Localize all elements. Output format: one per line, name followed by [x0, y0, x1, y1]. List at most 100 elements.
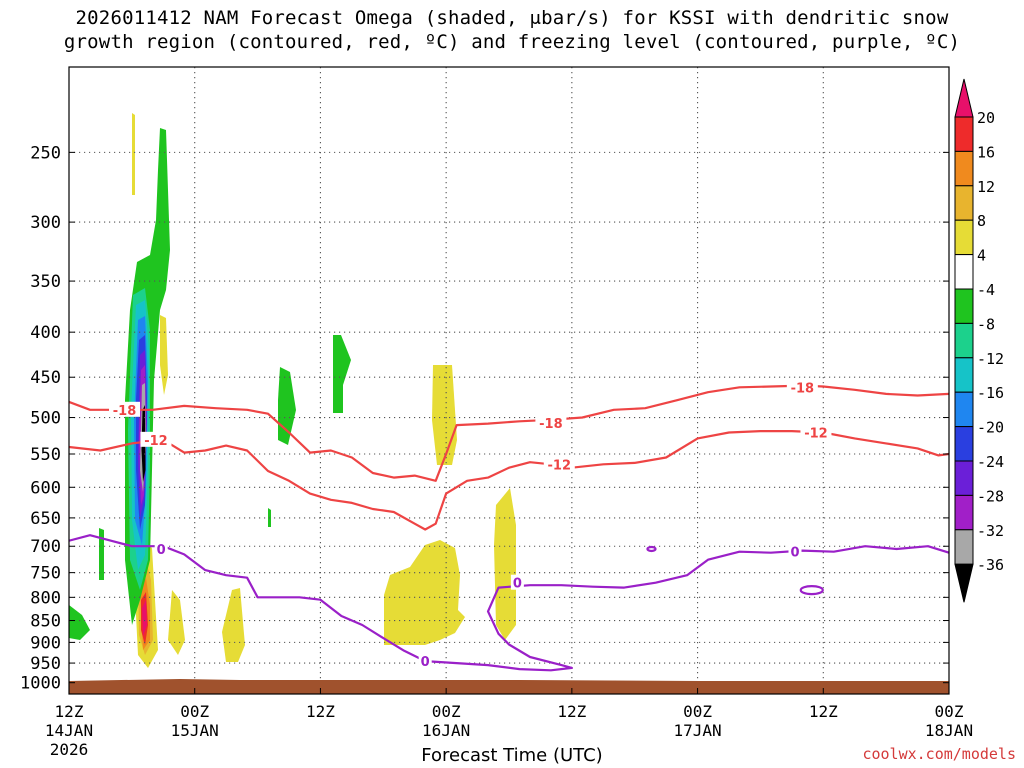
colorbar-swatch [954, 185, 974, 221]
title-line-1: 2026011412 NAM Forecast Omega (shaded, μ… [75, 7, 949, 29]
x-tick-label: 12Z [557, 702, 586, 721]
omega-positive-region [222, 588, 245, 662]
contour-line-minus18 [69, 384, 949, 482]
x-tick-label: 00Z [180, 702, 209, 721]
contour-label: -18 [539, 417, 563, 432]
colorbar-swatch [954, 288, 974, 324]
omega-positive-region [142, 600, 147, 636]
y-tick-label: 450 [30, 368, 61, 388]
colorbar-bottom-arrow [954, 563, 974, 603]
x-tick-label: 15JAN [171, 721, 219, 740]
y-tick-label: 900 [30, 633, 61, 653]
omega-positive-region [160, 315, 168, 395]
colorbar-swatch [954, 116, 974, 152]
contour-label-bg [788, 543, 802, 559]
colorbar-label: -12 [977, 350, 1004, 368]
contour-line-0-loop [646, 545, 657, 553]
contour-labels: -18 -12 -18 -12 -18 -12 0 0 0 0 [109, 379, 832, 670]
x-tick-label: 17JAN [673, 721, 721, 740]
title-line-2: growth region (contoured, red, ºC) and f… [63, 31, 961, 53]
contour-label: -18 [791, 381, 815, 396]
colorbar-label: -8 [977, 315, 995, 333]
contour-label: -12 [548, 458, 572, 473]
contour-line-0-loop [799, 584, 824, 596]
colorbar-swatch [954, 219, 974, 256]
x-tick-label: 16JAN [422, 721, 470, 740]
y-tick-label: 250 [30, 143, 61, 163]
colorbar-label: -4 [977, 281, 995, 299]
contour-label-bg [418, 653, 432, 669]
omega-negative-region [69, 605, 90, 640]
colorbar-label: -28 [977, 487, 1004, 505]
x-tick-label: 00Z [432, 702, 461, 721]
omega-shading-layer [69, 113, 516, 668]
colorbar-swatch [954, 460, 974, 496]
contour-label-bg [140, 431, 172, 447]
contour-label: -18 [113, 404, 137, 419]
colorbar-swatch [954, 426, 974, 462]
colorbar-label: 8 [977, 212, 986, 230]
omega-negative-region [333, 335, 351, 413]
y-tick-label: 950 [30, 654, 61, 674]
colorbar-label: -20 [977, 419, 1004, 437]
colorbar-label: 16 [977, 143, 995, 161]
y-axis: 2503003504004505005506006507007508008509… [20, 143, 949, 694]
colorbar-top-arrow [954, 78, 974, 118]
contour-label-bg [543, 456, 575, 472]
omega-positive-region [432, 365, 457, 465]
contour-label-bg [786, 379, 818, 395]
x-tick-label: 2026 [50, 740, 89, 759]
colorbar-swatch [954, 391, 974, 428]
colorbar-label: -32 [977, 522, 1004, 540]
contour-label: 0 [790, 546, 799, 561]
colorbar-swatch [954, 357, 974, 393]
y-tick-label: 400 [30, 323, 61, 343]
y-tick-label: 350 [30, 272, 61, 292]
x-tick-label: 12Z [55, 702, 84, 721]
x-tick-label: 14JAN [45, 721, 93, 740]
y-tick-label: 500 [30, 409, 61, 429]
omega-positive-region [494, 488, 516, 640]
contour-label: -12 [804, 427, 828, 442]
plot-frame [68, 66, 950, 695]
contour-label-bg [154, 540, 168, 556]
grid-lines [69, 67, 949, 694]
x-tick-label: 12Z [306, 702, 335, 721]
colorbar-label: -36 [977, 556, 1004, 574]
source-credit: coolwx.com/models [862, 745, 1016, 763]
y-tick-label: 800 [30, 588, 61, 608]
chart-title: 2026011412 NAM Forecast Omega (shaded, μ… [0, 6, 1024, 54]
contour-line-minus12 [69, 430, 949, 531]
x-tick-label: 00Z [683, 702, 712, 721]
y-tick-label: 550 [30, 445, 61, 465]
y-tick-label: 700 [30, 537, 61, 557]
colorbar-label: 12 [977, 178, 995, 196]
x-tick-label: 18JAN [925, 721, 973, 740]
y-tick-label: 1000 [20, 674, 61, 694]
y-tick-label: 850 [30, 612, 61, 632]
y-tick-label: 300 [30, 213, 61, 233]
contour-label: 0 [421, 655, 430, 670]
omega-colorbar: 20 16 12 8 4 -4 -8 -12 -16 -20 -24 -28 -32 -36 [954, 78, 1004, 603]
contour-label: 0 [157, 543, 166, 558]
colorbar-label: 20 [977, 109, 995, 127]
contour-label: -12 [144, 434, 168, 449]
colorbar-label: 4 [977, 247, 986, 265]
colorbar-swatch [954, 254, 974, 290]
terrain-ground [69, 679, 949, 694]
colorbar-swatch [954, 322, 974, 359]
contour-label-bg [800, 424, 832, 440]
contour-label-bg [535, 414, 567, 430]
omega-positive-region [168, 590, 185, 655]
omega-positive-region [384, 540, 465, 645]
omega-positive-region [132, 113, 135, 195]
colorbar-swatch [954, 494, 974, 531]
contour-line-0 [69, 534, 949, 672]
x-tick-label: 00Z [935, 702, 964, 721]
contour-label-bg [109, 401, 141, 417]
contour-label-bg [510, 574, 524, 590]
x-axis-title: Forecast Time (UTC) [421, 745, 603, 766]
colorbar-swatch [954, 529, 974, 565]
